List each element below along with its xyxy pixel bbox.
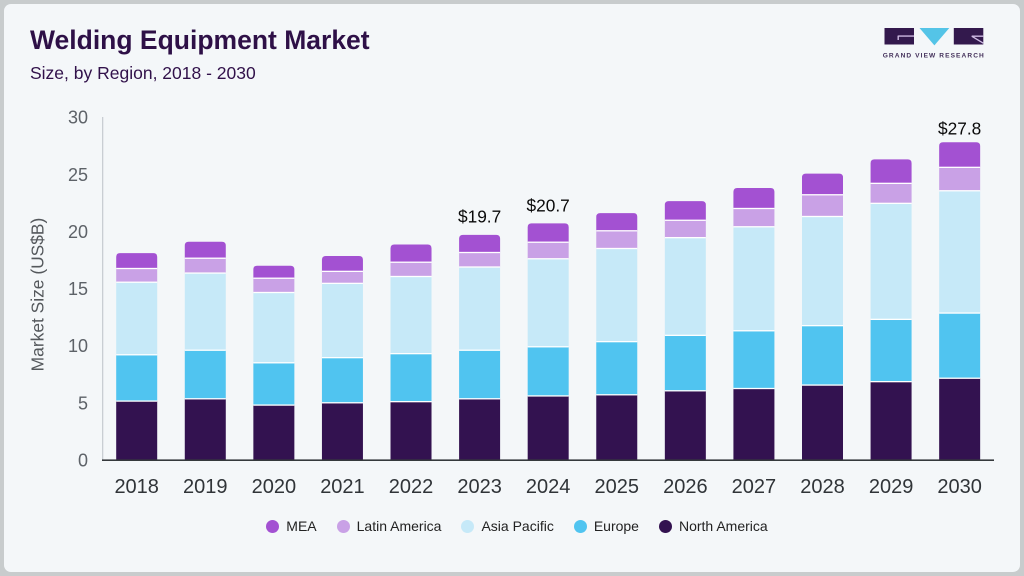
svg-text:0: 0 xyxy=(78,451,88,471)
svg-text:25: 25 xyxy=(68,165,88,185)
svg-text:2025: 2025 xyxy=(595,476,640,498)
svg-text:$27.8: $27.8 xyxy=(938,118,981,138)
svg-text:2027: 2027 xyxy=(732,476,777,498)
svg-text:2022: 2022 xyxy=(389,476,434,498)
svg-text:2030: 2030 xyxy=(937,476,982,498)
svg-text:$20.7: $20.7 xyxy=(527,196,570,216)
svg-text:$19.7: $19.7 xyxy=(458,207,501,227)
svg-text:2020: 2020 xyxy=(252,476,297,498)
svg-text:20: 20 xyxy=(68,222,88,242)
svg-text:2021: 2021 xyxy=(320,476,365,498)
svg-text:30: 30 xyxy=(68,108,88,128)
svg-text:GRAND VIEW RESEARCH: GRAND VIEW RESEARCH xyxy=(883,53,985,60)
svg-text:5: 5 xyxy=(78,393,88,413)
svg-text:2018: 2018 xyxy=(114,476,159,498)
svg-text:Market Size (US$B): Market Size (US$B) xyxy=(28,218,48,372)
svg-text:2026: 2026 xyxy=(663,476,708,498)
svg-text:2024: 2024 xyxy=(526,476,571,498)
svg-text:10: 10 xyxy=(68,336,88,356)
svg-text:15: 15 xyxy=(68,279,88,299)
svg-text:2019: 2019 xyxy=(183,476,228,498)
svg-text:2023: 2023 xyxy=(457,476,502,498)
svg-text:2029: 2029 xyxy=(869,476,914,498)
svg-text:2028: 2028 xyxy=(800,476,845,498)
